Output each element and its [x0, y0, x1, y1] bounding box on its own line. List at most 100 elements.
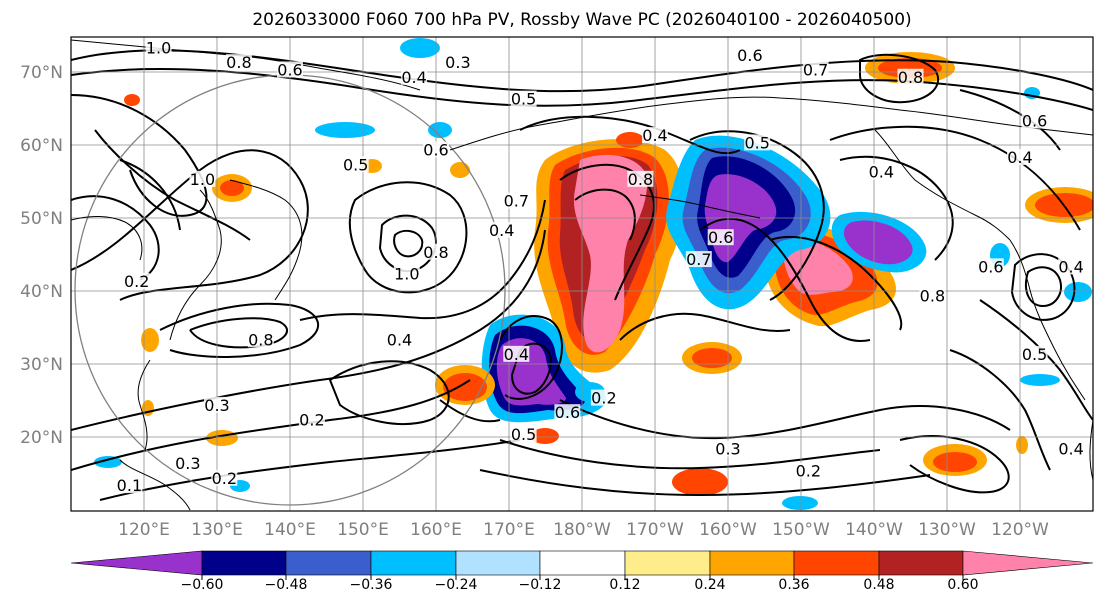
red-blob-japan	[220, 180, 244, 196]
contour-label-bg	[116, 477, 143, 494]
contour-label-bg	[627, 170, 654, 187]
contour-label-bg	[868, 163, 895, 180]
pv-contours	[71, 49, 1093, 501]
contour-label: 0.5	[343, 155, 368, 174]
contour-label-bg	[795, 462, 822, 479]
lon-label: 170°E	[483, 520, 535, 540]
lon-label: 150°E	[337, 520, 389, 540]
contour-label-bg	[204, 396, 230, 413]
red-blob-sw	[443, 373, 487, 401]
lon-label: 120°W	[991, 520, 1049, 540]
contour-label: 0.7	[803, 60, 828, 79]
contour-label-bg	[401, 68, 428, 85]
map-panel: 1.00.8 0.6 0.40.30.50.60.7 0.80.60.40.50.60…	[70, 36, 1094, 512]
contour-label-bg	[503, 345, 530, 362]
contour-label: 0.2	[299, 410, 324, 429]
colorbar-tick-label: −0.12	[519, 577, 562, 593]
contour-label-bg	[510, 426, 537, 443]
contour-label-bg	[444, 54, 471, 71]
graticule	[71, 37, 1093, 511]
orange-blob-south	[672, 468, 728, 496]
map-frame	[70, 36, 1094, 512]
contour-label-bg	[642, 127, 668, 144]
colorbar-swatch	[370, 550, 457, 576]
contour-label: 0.4	[1007, 148, 1032, 167]
contour-label: 0.8	[898, 68, 923, 87]
lon-label: 160°W	[699, 520, 757, 540]
colorbar: −0.60 −0.48 −0.36 −0.24 −0.12 0.12 0.24 …	[70, 550, 1094, 593]
contour-label: 0.4	[642, 126, 667, 145]
contour-label-bg	[225, 54, 252, 71]
colorbar-swatch	[962, 550, 1094, 576]
contour-label-bg	[1058, 258, 1085, 275]
lon-label: 140°E	[264, 520, 316, 540]
lat-label: 20°N	[20, 428, 63, 448]
contour-label: 0.8	[423, 243, 448, 262]
contour-label: 0.4	[387, 330, 412, 349]
contour-label: 0.6	[277, 60, 302, 79]
contour-label-bg	[174, 455, 201, 472]
contour-label: 0.6	[423, 141, 448, 160]
colorbar-swatch	[539, 550, 626, 576]
contour-label: 0.4	[1058, 257, 1083, 276]
lon-label: 180°W	[553, 520, 611, 540]
contour-label: 0.2	[796, 462, 821, 481]
contour-label: 0.6	[737, 46, 762, 65]
contour-label-bg	[510, 90, 537, 107]
contour-label-bg	[393, 265, 420, 282]
contour-label: 0.2	[124, 272, 149, 291]
contour-label: 0.1	[117, 476, 142, 495]
contour-label: 0.3	[175, 454, 200, 473]
colorbar-tick-labels: −0.60 −0.48 −0.36 −0.24 −0.12 0.12 0.24 …	[181, 577, 979, 593]
contour-label: 0.8	[226, 53, 251, 72]
contour-label: 0.5	[744, 133, 769, 152]
contour-label-bg	[715, 440, 741, 457]
contour-label-bg	[277, 61, 303, 78]
colorbar-tick-label: −0.60	[181, 577, 224, 593]
colorbar-tick-label: 0.36	[778, 577, 809, 593]
contour-label-bg	[298, 411, 325, 428]
contour-label: 0.4	[489, 221, 514, 240]
colorbar-tick-label: −0.48	[265, 577, 308, 593]
lat-label: 60°N	[20, 136, 63, 156]
contour-label-bg	[1021, 345, 1048, 362]
lat-label: 70°N	[20, 63, 63, 83]
colorbar-tick-label: −0.36	[350, 577, 393, 593]
colorbar-tick-label: 0.12	[609, 577, 640, 593]
map-title: 2026033000 F060 700 hPa PV, Rossby Wave …	[252, 10, 911, 30]
positive-anomaly-pink	[573, 154, 648, 353]
lon-label: 130°W	[918, 520, 976, 540]
cyan-blob-nw2	[315, 122, 375, 138]
lat-label: 30°N	[20, 355, 63, 375]
contour-label: 0.6	[1022, 112, 1047, 131]
colorbar-swatches	[70, 550, 1094, 580]
lon-label: 120°E	[118, 520, 170, 540]
contour-label-bg	[802, 61, 829, 78]
contour-label: 0.7	[686, 250, 711, 269]
red-blob-east	[1035, 193, 1093, 217]
lat-label: 50°N	[20, 209, 63, 229]
contour-label-bg	[503, 192, 530, 209]
contour-label: 0.5	[511, 90, 536, 109]
orange-blob-small5	[616, 132, 644, 148]
contour-label-bg	[211, 469, 238, 486]
contour-label-bg	[554, 404, 581, 421]
contour-label-bg	[342, 156, 369, 173]
colorbar-swatch	[70, 550, 203, 576]
cyan-blob-small1	[428, 122, 452, 138]
longitude-axis: 120°E 130°E 140°E 150°E 160°E 170°E 180°…	[118, 520, 1049, 540]
orange-blob-small2	[141, 328, 159, 352]
contour-label-bg	[145, 39, 172, 56]
contour-label: 0.5	[511, 425, 536, 444]
orange-blob-small1	[531, 428, 559, 444]
colorbar-tick-label: 0.48	[863, 577, 894, 593]
lat-label: 40°N	[20, 282, 63, 302]
contour-label: 0.3	[204, 396, 229, 415]
contour-label: 0.5	[1022, 345, 1047, 364]
lon-label: 160°E	[410, 520, 462, 540]
contour-label: 0.4	[869, 163, 894, 182]
contour-label-bg	[189, 170, 216, 187]
contour-label: 0.4	[401, 68, 426, 87]
contour-label-bg	[247, 331, 274, 348]
contour-label-bg	[736, 46, 763, 63]
